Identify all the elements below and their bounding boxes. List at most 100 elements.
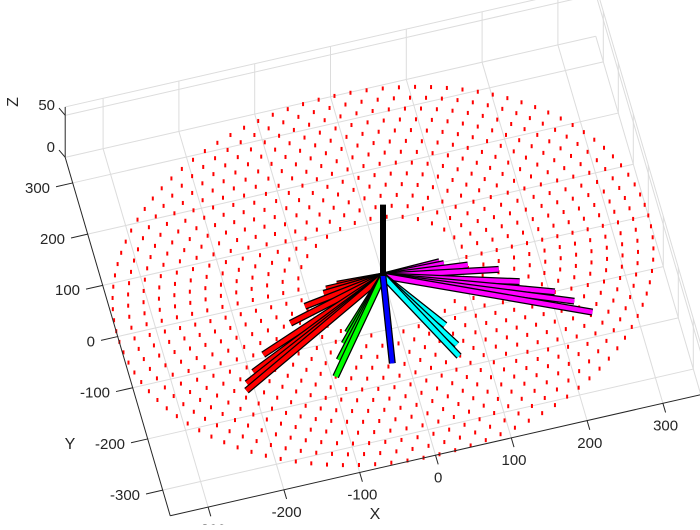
- scatter-point: [394, 160, 397, 165]
- scatter-point: [222, 179, 225, 184]
- scatter-point: [358, 208, 361, 213]
- scatter-point: [598, 366, 601, 371]
- scatter-point: [290, 400, 293, 405]
- scatter-point: [623, 335, 626, 340]
- scatter-point: [577, 352, 580, 357]
- scatter-point: [446, 394, 449, 399]
- scatter-point: [289, 435, 292, 440]
- scatter-point: [409, 95, 412, 100]
- scatter-point: [340, 397, 343, 402]
- scatter-point: [492, 215, 495, 220]
- scatter-point: [335, 408, 338, 413]
- x-tick: [283, 489, 288, 500]
- scatter-point: [186, 421, 189, 426]
- scatter-point: [556, 234, 559, 239]
- scatter-point: [452, 331, 455, 336]
- scatter-point: [255, 439, 258, 444]
- scatter-point: [246, 162, 249, 167]
- scatter-point: [574, 263, 577, 268]
- y-tick: [145, 489, 163, 495]
- scatter-point: [648, 280, 651, 285]
- scatter-point: [320, 164, 323, 169]
- scatter-point: [489, 424, 492, 429]
- scatter-point: [209, 319, 212, 324]
- scatter-point: [540, 203, 543, 208]
- scatter-point: [309, 427, 312, 432]
- scatter-point: [526, 349, 529, 354]
- scatter-point: [309, 393, 312, 398]
- scatter-point: [254, 264, 257, 269]
- scatter-point: [356, 143, 359, 148]
- scatter-point: [565, 134, 568, 139]
- scatter-point: [564, 187, 567, 192]
- scatter-point: [286, 373, 289, 378]
- scatter-point: [612, 298, 615, 303]
- scatter-point: [606, 256, 609, 261]
- bar-blue: [380, 275, 395, 364]
- scatter-point: [652, 246, 655, 251]
- scatter-point: [363, 452, 366, 457]
- scatter-point: [381, 86, 384, 91]
- scatter-point: [607, 356, 610, 361]
- scatter-point: [469, 231, 472, 236]
- scatter-point: [494, 154, 497, 159]
- scatter-point: [476, 124, 479, 129]
- scatter-point: [219, 339, 222, 344]
- scatter-point: [148, 332, 151, 337]
- scatter-point: [465, 375, 468, 380]
- scatter-point: [453, 235, 456, 240]
- scatter-point: [182, 402, 185, 407]
- scatter-point: [304, 403, 307, 408]
- scatter-point: [559, 256, 562, 261]
- scatter-point: [629, 295, 632, 300]
- scatter-point: [368, 184, 371, 189]
- scatter-point: [505, 318, 508, 323]
- scatter-point: [530, 144, 533, 149]
- x-tick: [359, 472, 363, 482]
- scatter-point: [295, 389, 298, 394]
- scatter-point: [480, 149, 483, 154]
- scatter-point: [172, 394, 175, 399]
- scatter-point: [400, 182, 403, 187]
- x-axis-label: X: [370, 506, 381, 523]
- scatter-point: [251, 332, 254, 337]
- scatter-point: [201, 181, 204, 186]
- scatter-point: [181, 200, 184, 205]
- scatter-point: [352, 187, 355, 192]
- scatter-point: [232, 186, 235, 191]
- scatter-point: [537, 227, 540, 232]
- scatter-point: [165, 221, 168, 226]
- scatter-point: [541, 411, 544, 416]
- scatter-point: [573, 275, 576, 280]
- scatter-point: [586, 227, 589, 232]
- scatter-point: [166, 251, 169, 256]
- scatter-point: [180, 166, 183, 171]
- scatter-point: [633, 182, 636, 187]
- scatter-point: [456, 98, 459, 103]
- scatter-point: [277, 183, 280, 188]
- scatter-point: [271, 260, 274, 265]
- scatter-point: [198, 332, 201, 337]
- scatter-point: [470, 171, 473, 176]
- x-tick-label: 100: [501, 452, 526, 469]
- scatter-point: [184, 218, 187, 223]
- scatter-point: [259, 253, 262, 258]
- scatter-point: [243, 344, 246, 349]
- scatter-point: [466, 211, 469, 216]
- scatter-point: [389, 171, 392, 176]
- scatter-point: [481, 113, 484, 118]
- scatter-point: [420, 139, 423, 144]
- scatter-point: [448, 427, 451, 432]
- scatter-point: [451, 178, 454, 183]
- scatter-point: [628, 206, 631, 211]
- scatter-point: [491, 92, 494, 97]
- scatter-point: [536, 340, 539, 345]
- scatter-point: [229, 248, 232, 253]
- x-tick: [510, 437, 515, 448]
- scatter-point: [586, 341, 589, 346]
- scatter-point: [175, 315, 178, 320]
- scatter-point: [260, 428, 263, 433]
- scatter-point: [341, 463, 344, 468]
- scatter-point: [229, 133, 232, 138]
